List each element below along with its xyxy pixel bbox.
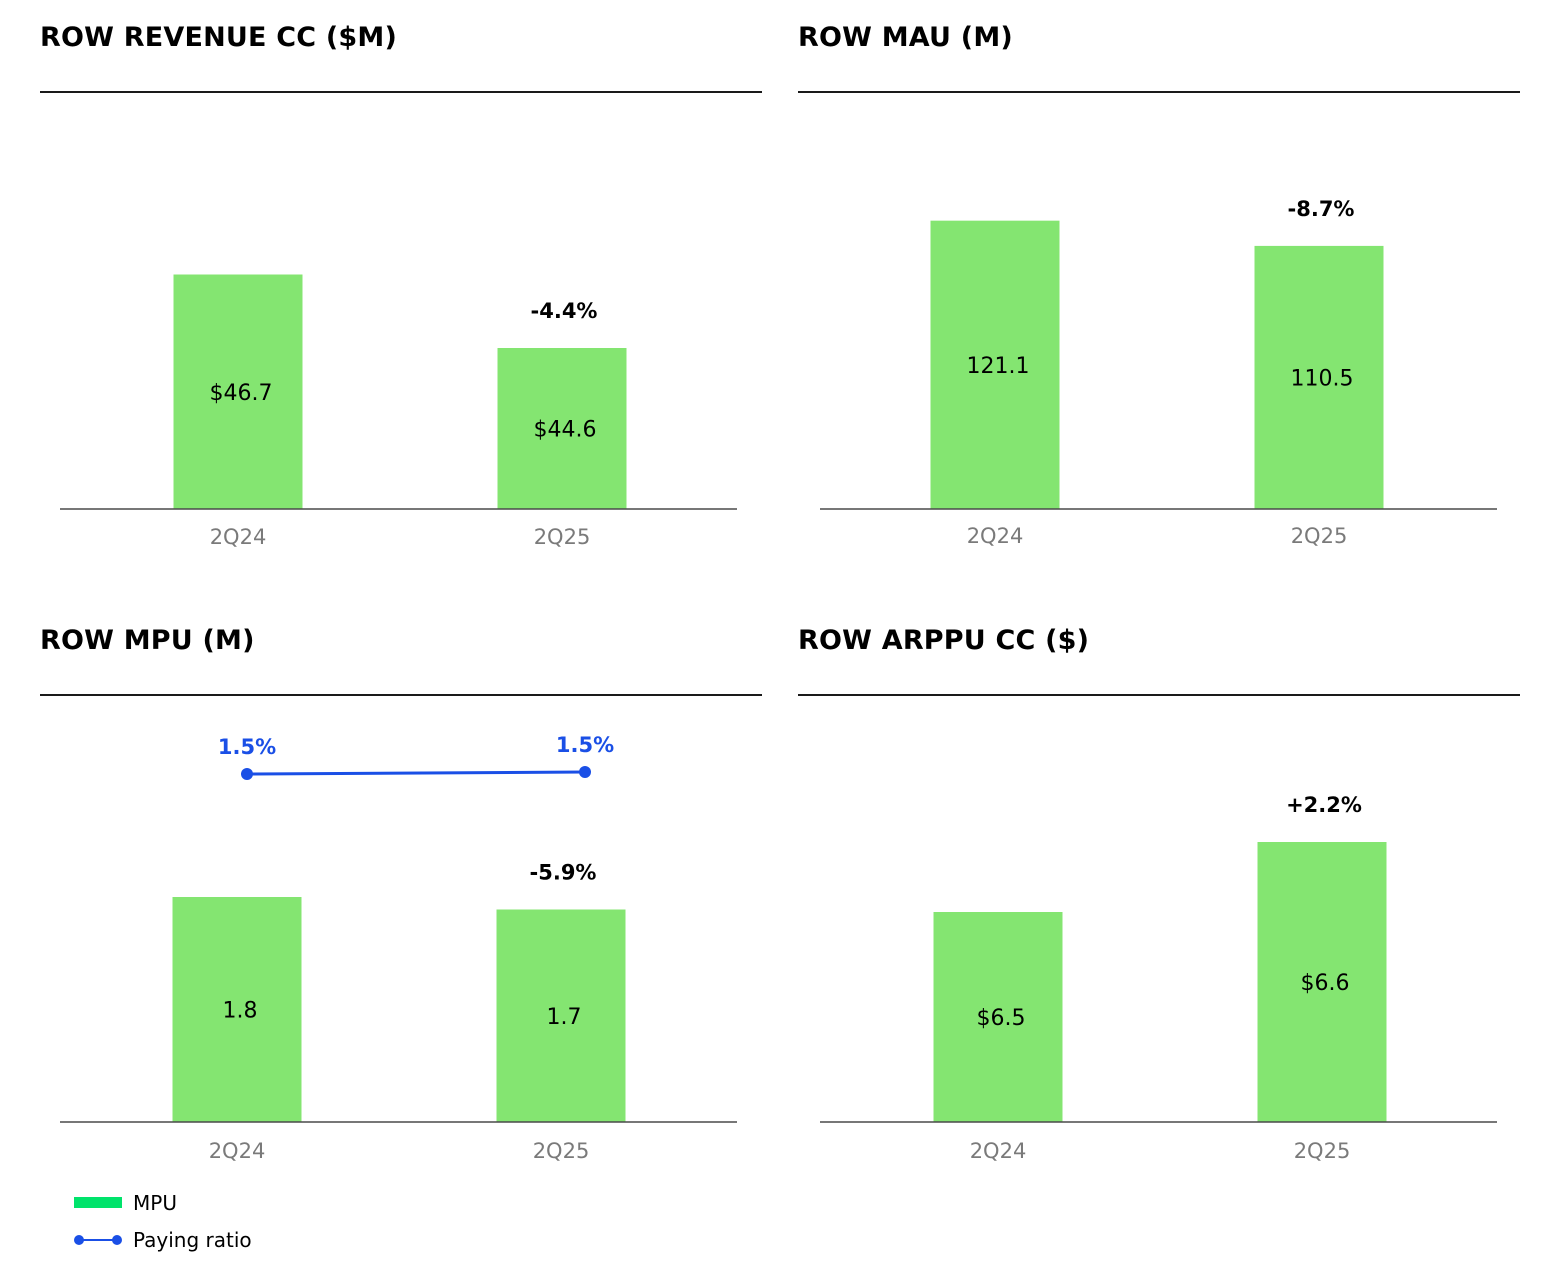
x-tick-label: 2Q25 bbox=[533, 1139, 590, 1163]
mpu-bar-chart: 1.8 2Q24 1.7 2Q25 -5.9% 1.5% 1.5% bbox=[60, 733, 737, 1163]
change-label: -4.4% bbox=[531, 299, 598, 323]
legend-label: MPU bbox=[133, 1190, 177, 1215]
title-divider bbox=[798, 694, 1520, 696]
legend-bar-swatch bbox=[74, 1197, 122, 1208]
legend-item-paying-ratio: Paying ratio bbox=[74, 1221, 252, 1258]
bar-2q25 bbox=[497, 348, 627, 509]
paying-ratio-label: 1.5% bbox=[218, 735, 276, 759]
title-divider bbox=[40, 91, 762, 93]
chart-title: ROW MPU (M) bbox=[40, 625, 255, 656]
chart-title: ROW REVENUE CC ($M) bbox=[40, 22, 398, 53]
chart-title: ROW ARPPU CC ($) bbox=[798, 625, 1090, 656]
bar-value-label: $6.5 bbox=[977, 1006, 1026, 1031]
bar-2q24 bbox=[173, 274, 303, 509]
bar-2q24 bbox=[172, 897, 302, 1122]
bar-2q25 bbox=[1257, 842, 1387, 1122]
x-tick-label: 2Q24 bbox=[209, 1139, 266, 1163]
bar-value-label: $6.6 bbox=[1301, 971, 1350, 996]
legend-item-mpu: MPU bbox=[74, 1184, 252, 1221]
x-tick-label: 2Q24 bbox=[967, 524, 1024, 548]
legend-label: Paying ratio bbox=[133, 1227, 252, 1252]
change-label: +2.2% bbox=[1286, 793, 1362, 817]
bar-value-label: 121.1 bbox=[967, 354, 1030, 379]
mpu-legend: MPU Paying ratio bbox=[74, 1184, 252, 1258]
bar-value-label: $44.6 bbox=[534, 418, 597, 443]
chart-title: ROW MAU (M) bbox=[798, 22, 1013, 53]
chart-panel-revenue: ROW REVENUE CC ($M) bbox=[40, 20, 762, 93]
legend-line-swatch bbox=[74, 1234, 122, 1246]
arppu-bar-chart: $6.5 2Q24 $6.6 2Q25 +2.2% bbox=[820, 793, 1497, 1163]
title-divider bbox=[40, 694, 762, 696]
paying-ratio-line bbox=[246, 770, 586, 776]
title-divider bbox=[798, 91, 1520, 93]
chart-panel-arppu: ROW ARPPU CC ($) bbox=[798, 623, 1520, 696]
change-label: -8.7% bbox=[1288, 197, 1355, 221]
chart-panel-mpu: ROW MPU (M) bbox=[40, 623, 762, 696]
mau-bar-chart: 121.1 2Q24 110.5 2Q25 -8.7% bbox=[820, 197, 1497, 548]
bar-2q25 bbox=[496, 909, 626, 1122]
bar-2q24 bbox=[933, 912, 1063, 1122]
bar-2q24 bbox=[930, 220, 1060, 509]
bar-value-label: 1.8 bbox=[223, 999, 258, 1024]
bar-value-label: 110.5 bbox=[1291, 366, 1354, 391]
paying-ratio-label: 1.5% bbox=[556, 733, 614, 757]
paying-ratio-point bbox=[241, 768, 253, 780]
x-tick-label: 2Q24 bbox=[970, 1139, 1027, 1163]
bar-value-label: 1.7 bbox=[547, 1005, 582, 1030]
x-tick-label: 2Q24 bbox=[210, 525, 267, 549]
x-tick-label: 2Q25 bbox=[534, 525, 591, 549]
change-label: -5.9% bbox=[530, 861, 597, 885]
revenue-bar-chart: $46.7 2Q24 $44.6 2Q25 -4.4% bbox=[60, 274, 737, 549]
bar-value-label: $46.7 bbox=[210, 381, 273, 406]
x-tick-label: 2Q25 bbox=[1294, 1139, 1351, 1163]
bar-2q25 bbox=[1254, 245, 1384, 509]
x-tick-label: 2Q25 bbox=[1291, 524, 1348, 548]
paying-ratio-point bbox=[579, 766, 591, 778]
chart-panel-mau: ROW MAU (M) bbox=[798, 20, 1520, 93]
